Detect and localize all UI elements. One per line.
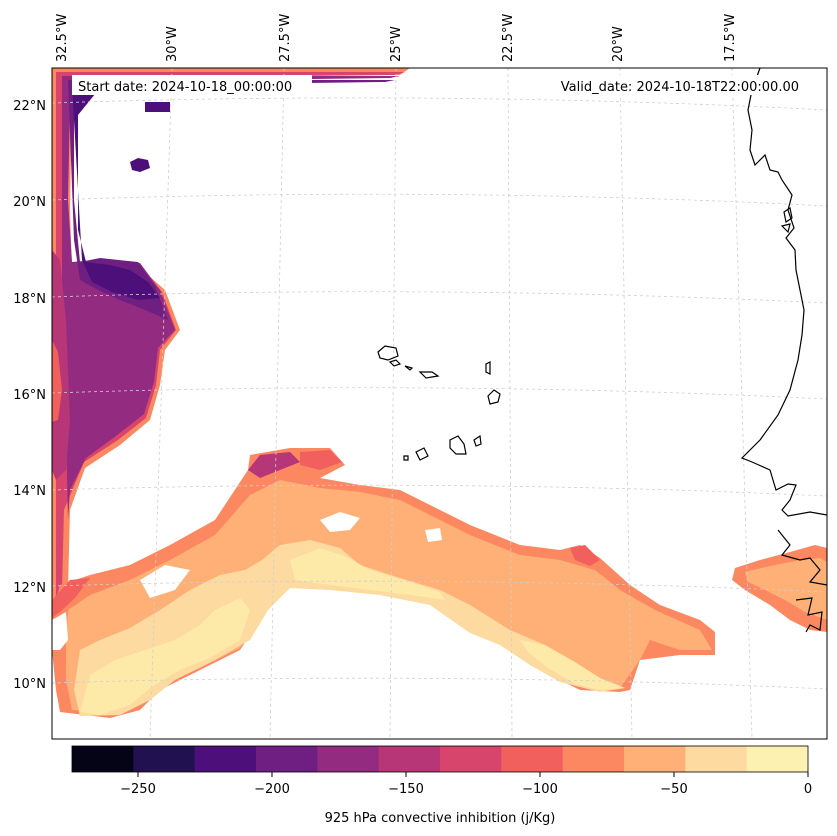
lon-label-17-5w: 17.5°W: [723, 14, 738, 62]
lat-label-12n: 12°N: [13, 581, 46, 596]
colorbar-swatch: [685, 746, 748, 772]
gridline-lat-16: [51, 387, 828, 400]
gridline-lon-20: [619, 67, 633, 740]
gridline-lon-25: [389, 67, 397, 740]
coastline-cape-verde-santiago: [449, 435, 467, 455]
colorbar-ticklabel-n250: −250: [120, 782, 156, 797]
start-date-label: Start date: 2024-10-18_00:00:00: [78, 80, 292, 95]
colorbar-swatch: [562, 746, 625, 772]
valid-date-label: Valid_date: 2024-10-18T22:00:00.00: [561, 80, 799, 95]
colorbar: −250 −200 −150 −100 −50 0 925 hPa convec…: [71, 745, 812, 826]
contour-south-ridge-2: [300, 450, 342, 470]
gridline-lat-22: [51, 97, 828, 111]
contour-south-band-core3: [520, 640, 625, 690]
colorbar-swatch: [256, 746, 318, 772]
gridline-lat-14: [51, 484, 828, 497]
gridline-lon-17-5: [731, 67, 753, 740]
contour-hole-1: [320, 512, 360, 532]
contour-west-core: [52, 250, 70, 480]
colorbar-swatch: [746, 746, 809, 772]
colorbar-swatch: [378, 746, 441, 772]
contour-hole-5: [52, 612, 68, 650]
contour-hole-3: [425, 528, 442, 542]
lon-label-20w: 20°W: [611, 26, 626, 62]
contour-hole-4: [265, 635, 288, 650]
map-gridlines: [51, 67, 828, 740]
map-frame: [51, 67, 828, 740]
contour-south-ridge-3: [570, 545, 600, 566]
contour-west-band-deep: [72, 84, 300, 300]
colorbar-swatches: [72, 746, 809, 772]
coastline-island-2: [783, 207, 793, 223]
lon-label-32-5w: 32.5°W: [55, 14, 70, 62]
coastline-island-3: [780, 223, 791, 234]
colorbar-swatch: [194, 746, 257, 772]
coastline-cape-verde-fogo: [415, 447, 429, 461]
coastlines: [377, 67, 828, 633]
coastline-cape-verde-sal: [485, 361, 491, 375]
contour-south-ridge-4: [52, 578, 90, 618]
colorbar-swatch: [133, 746, 196, 772]
lon-label-27-5w: 27.5°W: [278, 14, 293, 62]
lon-label-25w: 25°W: [389, 26, 404, 62]
contour-east-inner: [745, 558, 827, 620]
latitude-labels: 22°N 20°N 18°N 16°N 14°N 12°N 10°N: [13, 99, 46, 692]
colorbar-frame: [71, 745, 809, 773]
gridline-lon-22-5: [507, 67, 513, 740]
gridline-lat-20: [51, 193, 828, 207]
colorbar-swatch: [72, 746, 134, 772]
contour-south-band-core: [80, 598, 250, 715]
gridline-lon-27-5: [269, 67, 285, 740]
colorbar-ticklabel-n200: −200: [254, 782, 290, 797]
colorbar-swatch: [317, 746, 380, 772]
coastline-cape-verde-sao-nicolau: [404, 365, 414, 371]
colorbar-swatch: [624, 746, 686, 772]
lat-label-18n: 18°N: [13, 292, 46, 307]
colorbar-label: 925 hPa convective inhibition (j/Kg): [325, 811, 556, 826]
gridline-lat-10: [51, 677, 828, 690]
cin-filled-contours: [52, 68, 827, 718]
gridline-lat-12: [51, 580, 828, 593]
contour-west-core2: [52, 340, 62, 422]
lat-label-20n: 20°N: [13, 195, 46, 210]
lat-label-16n: 16°N: [13, 388, 46, 403]
contour-hole-2: [140, 565, 190, 598]
colorbar-ticklabel-n150: −150: [388, 782, 424, 797]
lat-label-10n: 10°N: [13, 677, 46, 692]
colorbar-swatch: [440, 746, 502, 772]
coastline-cape-verde-sao-vicente: [388, 359, 402, 367]
valid-date-bg: [540, 75, 805, 95]
longitude-labels: 32.5°W 30°W 27.5°W 25°W 22.5°W 20°W 17.5…: [55, 14, 738, 62]
gridline-lat-18: [51, 291, 828, 304]
coastline-cape-verde-boavista: [487, 389, 501, 405]
start-date-bg: [72, 75, 312, 95]
contour-south-band-pale: [74, 540, 625, 716]
lat-label-22n: 22°N: [13, 99, 46, 114]
coastline-africa: [740, 67, 828, 633]
colorbar-ticks: [137, 772, 809, 777]
lat-label-14n: 14°N: [13, 484, 46, 499]
lon-label-30w: 30°W: [165, 26, 180, 62]
coastline-cape-verde-maio: [473, 434, 482, 447]
colorbar-ticklabel-n100: −100: [522, 782, 558, 797]
colorbar-ticklabel-0: 0: [804, 782, 812, 797]
contour-south-band-core2: [290, 548, 445, 600]
colorbar-swatch: [501, 746, 564, 772]
coastline-cape-verde-santo-antao: [377, 345, 399, 361]
coastline-cape-verde-small: [418, 371, 440, 379]
contour-cell-top: [145, 102, 170, 112]
lon-label-22-5w: 22.5°W: [501, 14, 516, 62]
coastline-cape-verde-brava: [403, 455, 409, 461]
colorbar-ticklabel-n50: −50: [660, 782, 687, 797]
contour-south-ridge-1: [248, 452, 300, 478]
gridline-lon-30: [149, 67, 173, 740]
contour-cell-north: [130, 158, 150, 172]
